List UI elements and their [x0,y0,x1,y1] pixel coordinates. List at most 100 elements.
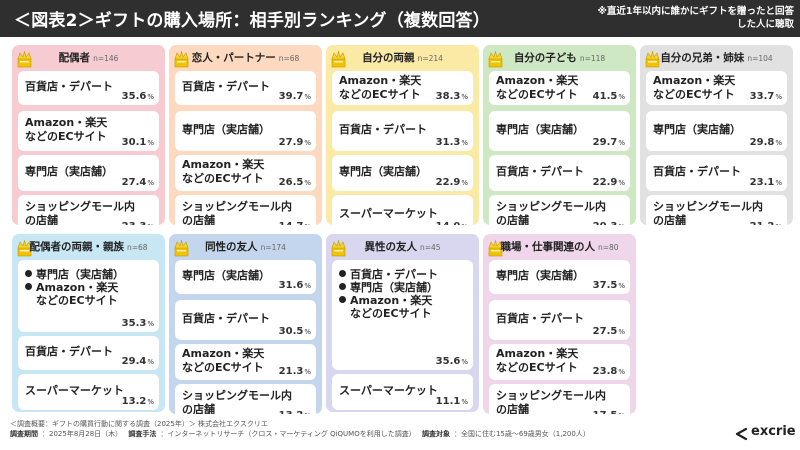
item-label: ショッピングモール内 の店舗 [25,200,135,225]
item-label: 専門店（実店舗） [653,123,741,137]
logo-mark-icon [735,427,748,441]
item-label-text: Amazon・楽天 [350,294,433,307]
ranking-item: ショッピングモール内の店舗17.5% [489,384,630,414]
item-value: 39.7% [279,91,311,102]
item-label-line: 専門店（実店舗） [339,165,427,178]
panel-title: 恋人・パートナー n=68 [169,50,322,65]
item-label-text: 専門店（実店舗） [350,281,438,294]
item-label-line: 百貨店・デパート [25,80,113,93]
ranking-item: 専門店（実店舗） 29.8% [646,111,787,151]
item-value-number: 14.0 [436,221,461,225]
panel-header: 異性の友人 n=45 [326,234,479,258]
item-value-number: 29.8 [749,137,775,148]
item-label-line: 専門店（実店舗） [496,269,584,282]
item-label: 専門店（実店舗） [25,165,113,179]
panel-card: 配偶者 n=146 百貨店・デパート 35.6% Amazon・楽天 などのECサイト 30… [12,45,165,225]
item-value-unit: % [618,282,625,290]
item-label-line: の店舗 [496,403,529,414]
item-value-number: 13.2 [279,410,304,414]
panel-title: 自分の兄弟・姉妹 n=104 [640,50,793,65]
item-label-line: ショッピングモール内 [496,200,606,213]
item-value-unit: % [775,179,782,187]
panel-header: 自分の兄弟・姉妹 n=104 [640,45,793,69]
item-value-unit: % [618,223,625,225]
item-label: 専門店（実店舗） [182,269,270,283]
panel-card: 恋人・パートナー n=68 百貨店・デパート 39.7% 専門店（実店舗） 27.9% Am… [169,45,322,225]
item-value: 21.2% [750,221,782,225]
footer-survey-title: ＜調査概要：ギフトの購買行動に関する調査（2025年）＞ 株式会社エクスクリエ [10,420,268,428]
item-label-line: 専門店（実店舗） [496,123,584,136]
panel-card: 自分の両親 n=214 Amazon・楽天 などのECサイト 38.3% 百貨店・デパート… [326,45,479,225]
item-value-number: 26.5 [278,177,304,188]
item-value-unit: % [461,223,468,225]
crown-icon [331,50,346,68]
item-label-line: 専門店（実店舗） [182,123,270,136]
item-value-unit: % [147,93,154,101]
item-value-number: 21.2 [750,221,775,225]
item-label-line: 専門店（実店舗） [25,165,113,178]
item-value: 37.5% [593,280,625,291]
item-label-line: の店舗 [182,403,215,414]
item-value-number: 27.9 [278,137,304,148]
panel-title-text: 配偶者 [58,52,91,64]
panel-card: 自分の兄弟・姉妹 n=104 Amazon・楽天 などのECサイト 33.7% 専門店（実… [640,45,793,225]
ranking-item: Amazon・楽天 などのECサイト 21.3% [175,344,316,380]
bullet-dot [25,283,32,290]
panel-card: 異性の友人 n=45 百貨店・デパート 専門店（実店舗） Amazon・楽天 などのECサ… [326,234,479,412]
item-value: 27.9% [279,137,311,148]
bullet-dot [339,270,346,277]
panel-title: 配偶者の両親・親族 n=68 [12,239,165,254]
item-value-unit: % [147,320,154,328]
item-value: 26.5% [279,177,311,188]
footer-method-key: 調査手法 [128,430,157,438]
item-label: スーパーマーケット [339,384,438,398]
ranking-item: スーパーマーケット14.0% [332,195,473,225]
crown-icon [17,50,32,68]
item-label-line: 百貨店・デパート [653,165,741,178]
bullet-dot [339,283,346,290]
item-label-line: Amazon・楽天 [339,294,438,307]
company-logo: excrie [735,423,797,443]
item-label: 百貨店・デパート [653,165,741,179]
crown-icon [488,50,503,68]
panel-sample-size: n=80 [597,243,619,252]
item-value-number: 30.1 [121,137,147,148]
item-label-line: の店舗 [25,214,58,225]
item-label-line: スーパーマーケット [339,384,438,397]
item-value: 31.6% [279,280,311,291]
item-label-line: の店舗 [496,214,529,225]
panel-sample-size: n=118 [579,54,606,63]
item-value-unit: % [304,368,311,376]
item-label: ショッピングモール内 の店舗 [653,200,763,225]
item-label-line: Amazon・楽天 [339,74,422,87]
item-value: 17.5% [593,410,625,414]
item-value-number: 35.6 [435,356,461,367]
item-value-unit: % [304,223,311,225]
bullet-dot [339,296,346,303]
item-label-line: ショッピングモール内 [182,389,292,402]
item-label-line: 百貨店・デパート [182,80,270,93]
panel-title-text: 恋人・パートナー [191,52,276,64]
item-value: 41.5% [593,91,625,102]
tied-item-labels: 百貨店・デパート 専門店（実店舗） Amazon・楽天 などのECサイト [339,268,438,320]
item-value-unit: % [147,398,154,406]
item-label-line: の店舗 [182,214,215,225]
item-label-line: Amazon・楽天 [182,158,265,171]
item-label: ショッピングモール内 の店舗 [182,200,292,225]
item-label-line: 専門店（実店舗） [339,281,438,294]
item-value-number: 29.7 [592,137,618,148]
item-label-line: ショッピングモール内 [25,200,135,213]
item-value-unit: % [147,139,154,147]
item-label-line: Amazon・楽天 [653,74,736,87]
item-label-line: 百貨店・デパート [339,123,427,136]
ranking-item: 専門店（実店舗） 31.6% [175,260,316,294]
item-label: 百貨店・デパート [182,80,270,94]
item-value-unit: % [461,93,468,101]
bullet-dot [25,270,32,277]
panel-title: 異性の友人 n=45 [326,239,479,254]
item-value: 29.8% [750,137,782,148]
item-label-line: 専門店（実店舗） [182,269,270,282]
item-label-line: スーパーマーケット [25,384,124,397]
crown-icon [331,239,346,257]
ranking-item: 百貨店・デパート 30.5% [175,300,316,340]
